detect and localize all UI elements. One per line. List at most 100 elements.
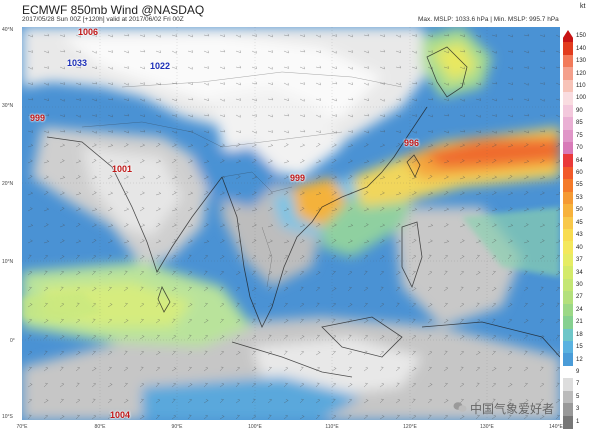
wind-barb xyxy=(523,113,530,117)
wind-barb xyxy=(379,143,386,148)
wind-barb xyxy=(155,239,162,244)
wind-barb xyxy=(123,334,129,340)
wind-barb xyxy=(43,113,50,117)
wind-barb xyxy=(507,271,513,276)
wind-barb xyxy=(507,239,514,244)
wind-barb xyxy=(75,334,81,340)
wind-barb xyxy=(139,286,144,292)
wind-barb xyxy=(507,82,514,86)
wind-barb xyxy=(347,303,353,308)
wind-barb xyxy=(555,50,560,53)
wind-barb xyxy=(203,191,209,196)
colorbar-label-55: 55 xyxy=(576,182,583,189)
wind-barb xyxy=(235,302,240,308)
wind-barb xyxy=(187,34,193,38)
wind-barb xyxy=(475,34,481,38)
wind-barb xyxy=(443,175,450,180)
wind-barb xyxy=(155,334,161,340)
wind-barb xyxy=(283,302,289,308)
wind-barb xyxy=(155,143,161,148)
wind-barb xyxy=(539,415,545,420)
wind-barb xyxy=(363,270,368,276)
wind-barb xyxy=(315,366,321,372)
colorbar-cell-70 xyxy=(563,141,573,155)
wind-barb xyxy=(75,254,81,260)
colorbar-label-24: 24 xyxy=(576,306,583,313)
colorbar-label-130: 130 xyxy=(576,58,587,65)
colorbar-cell-24 xyxy=(563,303,573,317)
wind-barb xyxy=(59,335,65,340)
wind-barb xyxy=(395,191,402,196)
wind-barb xyxy=(171,130,177,134)
wind-barb xyxy=(555,143,560,148)
wind-barb xyxy=(171,270,177,276)
wind-barb xyxy=(331,367,337,372)
wind-barb xyxy=(395,207,402,212)
wind-barb xyxy=(475,130,482,134)
wind-barb xyxy=(315,207,322,212)
wind-barb xyxy=(475,65,482,69)
wind-barb xyxy=(347,207,353,212)
wind-barb xyxy=(27,351,33,356)
wind-barb xyxy=(203,223,209,228)
wind-barb xyxy=(443,191,449,196)
wind-barb xyxy=(123,50,129,54)
wind-barb xyxy=(267,351,273,356)
colorbar-label-34: 34 xyxy=(576,269,583,276)
wind-barb xyxy=(555,191,560,196)
wind-barb xyxy=(123,65,130,69)
map-title: ECMWF 850mb Wind @NASDAQ xyxy=(22,3,205,17)
wind-barb xyxy=(411,398,416,404)
wind-barb xyxy=(475,223,481,228)
wind-barb xyxy=(299,143,306,148)
wind-barb xyxy=(283,399,289,404)
wind-barb xyxy=(331,302,337,308)
wind-barb xyxy=(171,367,177,372)
wind-barb xyxy=(283,143,289,148)
wind-barb xyxy=(331,207,338,212)
wind-barb xyxy=(411,113,418,117)
colorbar-cell-34 xyxy=(563,266,573,280)
wind-barb xyxy=(91,175,98,180)
wind-barb xyxy=(27,303,33,308)
wind-barb xyxy=(459,159,465,164)
colorbar-label-150: 150 xyxy=(576,33,587,40)
wind-barb xyxy=(283,350,288,356)
wind-barb xyxy=(315,114,321,118)
wind-barb xyxy=(91,191,97,196)
wind-barb xyxy=(523,223,529,228)
wind-barb xyxy=(251,335,257,340)
wind-barb xyxy=(219,270,225,276)
wind-barb xyxy=(43,82,49,86)
wind-barb xyxy=(27,159,34,164)
colorbar-label-75: 75 xyxy=(576,132,583,139)
wind-barb xyxy=(555,159,560,164)
wind-barb xyxy=(171,159,177,164)
wind-barb xyxy=(267,366,273,372)
wind-barb xyxy=(299,286,304,292)
wind-barb xyxy=(43,350,48,356)
wind-barb xyxy=(379,66,385,70)
wind-barb xyxy=(155,191,162,196)
wind-barb xyxy=(203,382,209,388)
wind-barb xyxy=(267,271,273,276)
wind-barb xyxy=(267,129,274,133)
wind-barb xyxy=(251,113,258,117)
wind-barb xyxy=(539,286,544,292)
wind-map xyxy=(22,27,560,420)
wind-barb xyxy=(171,175,178,180)
wind-barb xyxy=(27,49,34,53)
wind-barb xyxy=(507,286,513,292)
colorbar-label-9: 9 xyxy=(576,369,580,376)
wind-barb xyxy=(315,191,322,196)
wind-barb xyxy=(123,159,130,164)
wind-barb xyxy=(555,34,560,38)
wind-barb xyxy=(523,50,529,54)
wind-barb xyxy=(539,81,546,85)
wind-barb xyxy=(91,382,97,388)
wind-barb xyxy=(395,399,401,404)
wind-barb xyxy=(139,398,145,404)
wind-barb xyxy=(379,159,385,164)
wind-barb xyxy=(139,366,144,372)
wind-barb xyxy=(59,398,65,404)
